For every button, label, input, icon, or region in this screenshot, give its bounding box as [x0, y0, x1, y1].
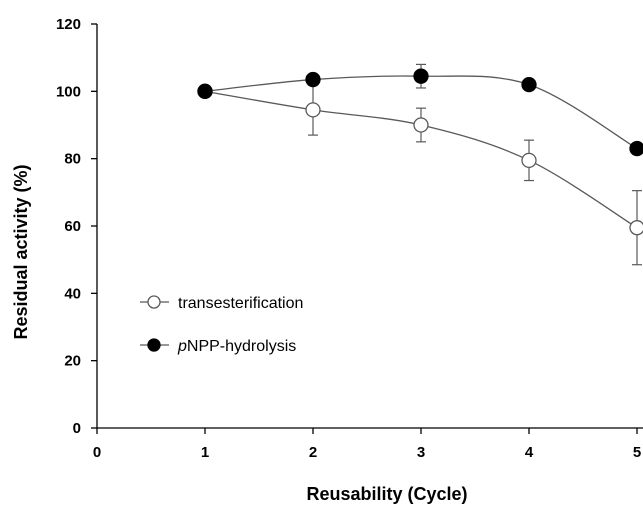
x-tick-label: 2 — [309, 444, 317, 461]
x-tick-label: 3 — [417, 444, 425, 461]
x-axis-title: Reusability (Cycle) — [306, 484, 467, 504]
legend: transesterification pNPP-hydrolysis — [140, 295, 303, 355]
legend-item-pnpp-hydrolysis: pNPP-hydrolysis — [140, 338, 296, 355]
y-tick-label: 0 — [73, 420, 81, 437]
legend-label-pnpp-hydrolysis: pNPP-hydrolysis — [177, 338, 296, 355]
x-tick-label: 1 — [201, 444, 209, 461]
data-point-filled — [413, 68, 429, 84]
legend-item-transesterification: transesterification — [140, 295, 303, 312]
data-point-filled — [629, 140, 643, 157]
legend-marker-filled-circle-icon — [147, 338, 161, 352]
legend-label-rest: NPP-hydrolysis — [187, 338, 296, 355]
series-transesterification — [197, 83, 643, 266]
data-point-filled — [305, 71, 321, 88]
legend-label-italic-prefix: p — [177, 338, 187, 355]
data-point-open — [629, 220, 643, 236]
legend-label-transesterification: transesterification — [178, 295, 303, 312]
y-axis-title: Residual activity (%) — [11, 164, 31, 339]
x-tick-label: 4 — [525, 444, 534, 461]
y-tick-label: 20 — [64, 353, 81, 370]
data-point-filled — [197, 83, 213, 99]
x-ticks: 0 1 2 3 4 5 — [93, 428, 641, 461]
axes — [96, 24, 643, 429]
y-tick-label: 100 — [56, 83, 81, 100]
y-tick-label: 80 — [64, 151, 81, 168]
y-ticks: 0 20 40 60 80 100 120 — [56, 16, 97, 437]
y-tick-label: 60 — [64, 218, 81, 235]
data-point-open — [521, 152, 537, 169]
x-tick-label: 5 — [633, 444, 641, 461]
data-point-filled — [521, 76, 537, 93]
series-layer — [197, 63, 643, 266]
y-tick-label: 40 — [64, 285, 81, 302]
legend-marker-open-circle-icon — [147, 295, 161, 309]
data-point-open — [413, 117, 429, 133]
y-tick-label: 120 — [56, 16, 81, 33]
data-point-open — [305, 102, 321, 118]
series-pnpp-hydrolysis — [197, 63, 643, 157]
x-tick-label: 0 — [93, 444, 101, 461]
